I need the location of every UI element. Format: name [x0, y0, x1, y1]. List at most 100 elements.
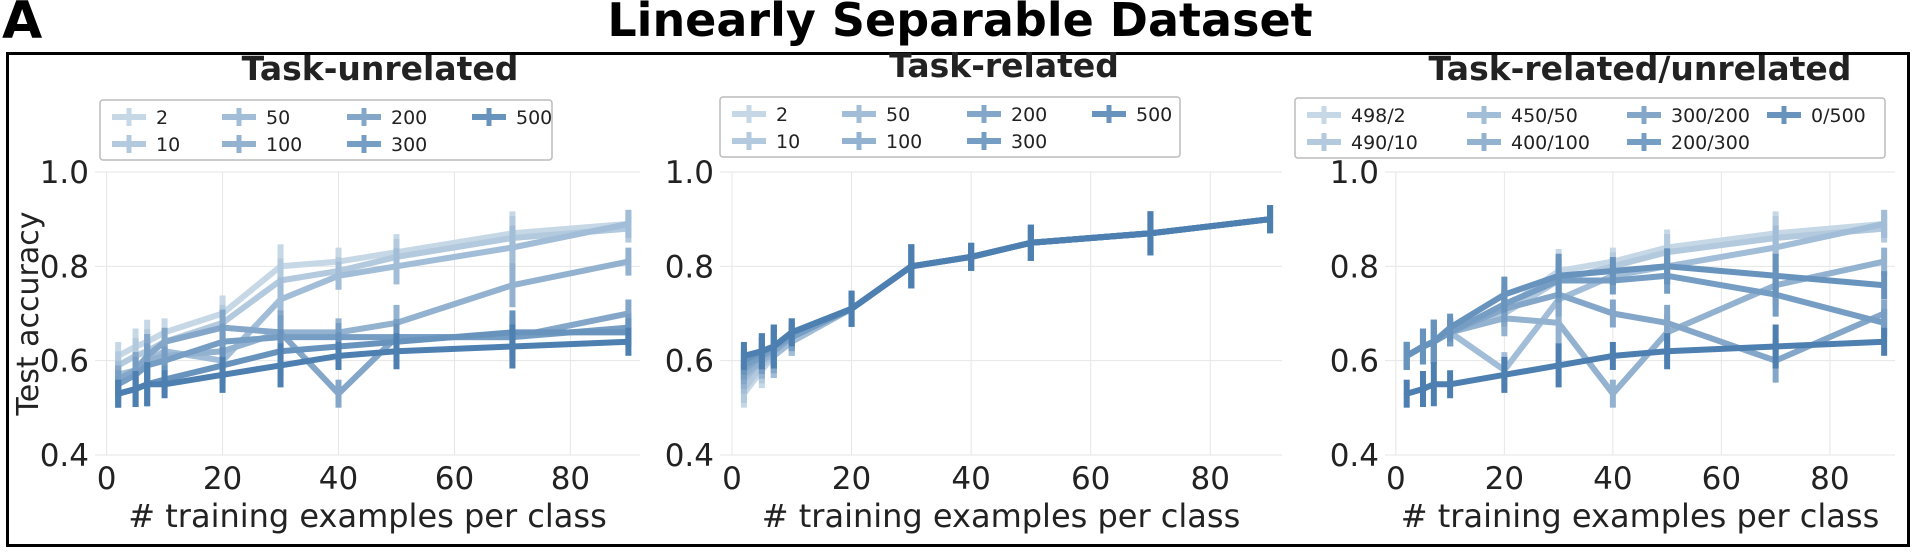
- series-line: [115, 220, 632, 359]
- legend-label: 0/500: [1811, 105, 1866, 127]
- legend-label: 200/300: [1671, 132, 1750, 154]
- legend-label: 498/2: [1351, 105, 1406, 127]
- chart-title: Task-related/unrelated: [1429, 49, 1852, 88]
- legend-label: 2: [776, 104, 788, 126]
- x-tick-label: 40: [319, 461, 358, 497]
- x-tick-label: 20: [203, 461, 242, 497]
- legend-item: 300: [967, 131, 1047, 153]
- legend-label: 50: [266, 107, 290, 129]
- x-axis-label: # training examples per class: [762, 497, 1240, 535]
- chart-title: Task-related: [889, 46, 1119, 85]
- legend-label: 500: [1136, 104, 1172, 126]
- legend-label: 500: [516, 107, 552, 129]
- legend-box: [1294, 97, 1886, 159]
- legend-item: 100: [842, 131, 922, 153]
- series-line: [740, 216, 1273, 364]
- legend-item: 500: [1092, 104, 1172, 126]
- chart-title: Task-unrelated: [242, 49, 519, 88]
- series-line: [115, 225, 632, 369]
- series-line: [1403, 225, 1888, 359]
- series-100-line: [740, 205, 1274, 389]
- y-tick-label: 0.4: [1330, 438, 1379, 474]
- legend-item: 200: [347, 107, 427, 129]
- chart-panel-3: 0.4 0.6 0.8 1.0 0 20 40 60 80# training examples…: [1294, 49, 1895, 535]
- series-line: [1403, 263, 1888, 359]
- chart-panel-1: 0.4 0.6 0.8 1.0 0 20 40 60 80# training examples…: [11, 49, 640, 535]
- y-tick-label: 0.4: [40, 438, 89, 474]
- y-tick-label: 1.0: [1330, 155, 1379, 191]
- legend-item: 10: [112, 134, 180, 156]
- x-tick-label: 60: [435, 461, 474, 497]
- legend-item: 2: [732, 104, 788, 126]
- x-tick-label: 80: [1810, 461, 1849, 497]
- figure-title: Linearly Separable Dataset: [607, 0, 1312, 47]
- chart-panels: 0.40.60.81.00 20 40 60 80# training examples…: [11, 46, 1895, 535]
- y-tick-label: 0.6: [40, 344, 89, 380]
- x-tick-label: 60: [1702, 461, 1741, 497]
- legend-label: 450/50: [1511, 105, 1578, 127]
- x-tick-label: 0: [1386, 461, 1406, 497]
- legend-label: 300/200: [1671, 105, 1750, 127]
- legend-label: 100: [886, 131, 922, 153]
- series-line: [740, 216, 1273, 374]
- legend-item: 200/300: [1627, 132, 1750, 154]
- y-tick-label: 0.8: [665, 249, 714, 285]
- series-line: [1403, 220, 1888, 359]
- series-line: [740, 216, 1273, 369]
- series-line: [740, 216, 1273, 359]
- series-0/500-line: [1403, 248, 1888, 370]
- legend-item: 10: [732, 131, 800, 153]
- legend: 2 10 50 100 200 300 500: [719, 96, 1181, 158]
- series-line: [740, 216, 1273, 383]
- x-tick-label: 60: [1071, 461, 1110, 497]
- series-10-line: [740, 205, 1274, 403]
- legend-item: 300/200: [1627, 105, 1750, 127]
- legend-label: 2: [156, 107, 168, 129]
- y-tick-label: 0.4: [665, 438, 714, 474]
- x-axis-label: # training examples per class: [128, 497, 606, 535]
- legend-item: 450/50: [1467, 105, 1578, 127]
- x-tick-label: 0: [97, 461, 117, 497]
- legend: 498/2 490/10 450/50 400/100 300/200 200/300 0/…: [1294, 97, 1886, 159]
- x-tick-label: 40: [1593, 461, 1632, 497]
- series-extra-line: [740, 205, 1274, 370]
- legend-item: 400/100: [1467, 132, 1590, 154]
- legend-label: 100: [266, 134, 302, 156]
- series-line: [740, 216, 1273, 392]
- x-axis-label: # training examples per class: [1401, 497, 1879, 535]
- y-tick-label: 1.0: [665, 155, 714, 191]
- x-tick-label: 20: [1485, 461, 1524, 497]
- panel-label: A: [2, 0, 42, 51]
- series-line: [1403, 338, 1888, 397]
- legend-label: 300: [1011, 131, 1047, 153]
- legend-item: 0/500: [1767, 105, 1866, 127]
- legend: 2 10 50 100 200 300 500: [99, 99, 553, 161]
- legend-box: [99, 99, 553, 161]
- x-tick-label: 20: [832, 461, 871, 497]
- legend-item: 200: [967, 104, 1047, 126]
- y-tick-label: 0.6: [665, 344, 714, 380]
- legend-label: 10: [156, 134, 180, 156]
- legend-label: 400/100: [1511, 132, 1590, 154]
- y-tick-label: 0.8: [1330, 249, 1379, 285]
- x-tick-label: 0: [722, 461, 742, 497]
- legend-label: 490/10: [1351, 132, 1418, 154]
- legend-item: 50: [842, 104, 910, 126]
- legend-label: 300: [391, 134, 427, 156]
- legend-label: 10: [776, 131, 800, 153]
- legend-item: 490/10: [1307, 132, 1418, 154]
- series-extra-line: [115, 324, 632, 408]
- x-tick-label: 80: [1191, 461, 1230, 497]
- series-extra-line: [1403, 324, 1888, 408]
- y-tick-label: 0.8: [40, 249, 89, 285]
- series-line: [115, 338, 632, 397]
- legend-item: 500: [472, 107, 552, 129]
- series-line: [740, 216, 1273, 378]
- legend-item: 498/2: [1307, 105, 1406, 127]
- legend-label: 200: [391, 107, 427, 129]
- legend-label: 50: [886, 104, 910, 126]
- legend-item: 50: [222, 107, 290, 129]
- y-axis-label: Test accuracy: [11, 212, 46, 417]
- y-tick-label: 0.6: [1330, 344, 1379, 380]
